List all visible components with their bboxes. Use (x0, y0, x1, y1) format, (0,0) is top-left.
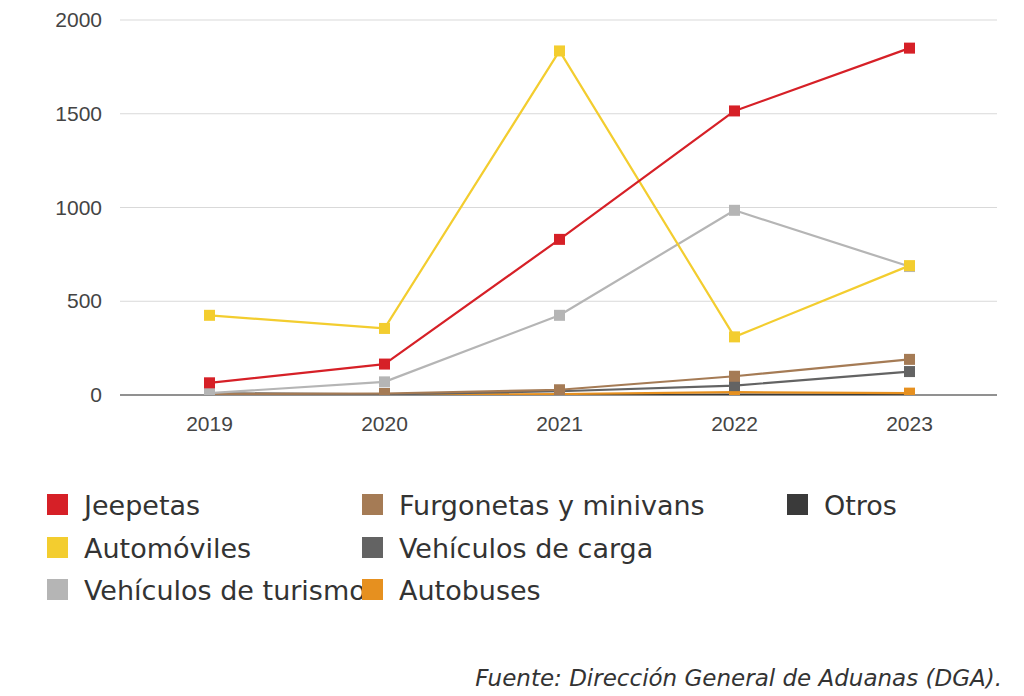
x-tick-label: 2023 (886, 412, 933, 435)
series-line (210, 372, 910, 395)
series-line (210, 48, 910, 383)
data-point (379, 388, 390, 395)
grid-line (120, 301, 997, 302)
series (204, 366, 915, 395)
y-tick-label: 500 (67, 289, 102, 312)
legend-label: Otros (824, 490, 897, 521)
series-line (210, 210, 910, 393)
source-note: Fuente: Dirección General de Aduanas (DG… (475, 665, 1002, 691)
legend-swatch (47, 494, 68, 515)
data-point (204, 389, 215, 395)
data-point (904, 366, 915, 377)
data-point (379, 376, 390, 387)
y-tick-label: 2000 (55, 8, 102, 31)
legend-swatch (787, 494, 808, 515)
data-point (904, 43, 915, 54)
data-point (729, 380, 740, 391)
series (204, 45, 915, 342)
data-point (554, 45, 565, 56)
data-point (379, 389, 390, 395)
legend-swatch (362, 579, 383, 600)
legend-swatch (47, 579, 68, 600)
legend-label: Vehículos de turismo (84, 575, 366, 606)
series (204, 354, 915, 395)
x-axis: 2019 2020 2021 2022 2023 (186, 412, 933, 435)
y-tick-label: 0 (90, 383, 102, 406)
legend-label: Furgonetas y minivans (399, 490, 705, 521)
plot-area (204, 43, 915, 395)
legend-swatch (47, 537, 68, 558)
data-point (204, 377, 215, 388)
legend-label: Automóviles (84, 533, 251, 564)
legend-label: Jeepetas (82, 490, 200, 521)
data-point (554, 384, 565, 395)
x-tick-label: 2019 (186, 412, 233, 435)
data-point (904, 354, 915, 365)
data-point (729, 371, 740, 382)
data-point (554, 310, 565, 321)
chart-svg: 0 500 1000 1500 2000 2019 2020 2021 2022 2023 Jeep… (0, 0, 1024, 696)
data-point (379, 323, 390, 334)
data-point (379, 359, 390, 370)
grid-line (120, 207, 997, 208)
data-point (204, 310, 215, 321)
y-axis: 0 500 1000 1500 2000 (55, 8, 997, 406)
legend: Jeepetas Automóviles Vehículos de turismo F… (47, 490, 897, 606)
x-tick-label: 2020 (361, 412, 408, 435)
x-tick-label: 2022 (711, 412, 758, 435)
data-point (554, 234, 565, 245)
data-point (204, 388, 215, 395)
y-tick-label: 1500 (55, 102, 102, 125)
legend-swatch (362, 537, 383, 558)
chart-container: 0 500 1000 1500 2000 2019 2020 2021 2022 2023 Jeep… (0, 0, 1024, 696)
legend-swatch (362, 494, 383, 515)
series (204, 43, 915, 389)
grid-line (120, 113, 997, 114)
x-tick-label: 2021 (536, 412, 583, 435)
data-point (904, 261, 915, 272)
series (204, 205, 915, 395)
data-point (729, 331, 740, 342)
data-point (904, 388, 915, 395)
grid-line (120, 20, 997, 21)
legend-label: Vehículos de carga (399, 533, 653, 564)
legend-label: Autobuses (399, 575, 541, 606)
y-tick-label: 1000 (55, 196, 102, 219)
series-line (210, 51, 910, 337)
data-point (729, 205, 740, 216)
data-point (904, 260, 915, 271)
data-point (729, 105, 740, 116)
data-point (204, 388, 215, 395)
